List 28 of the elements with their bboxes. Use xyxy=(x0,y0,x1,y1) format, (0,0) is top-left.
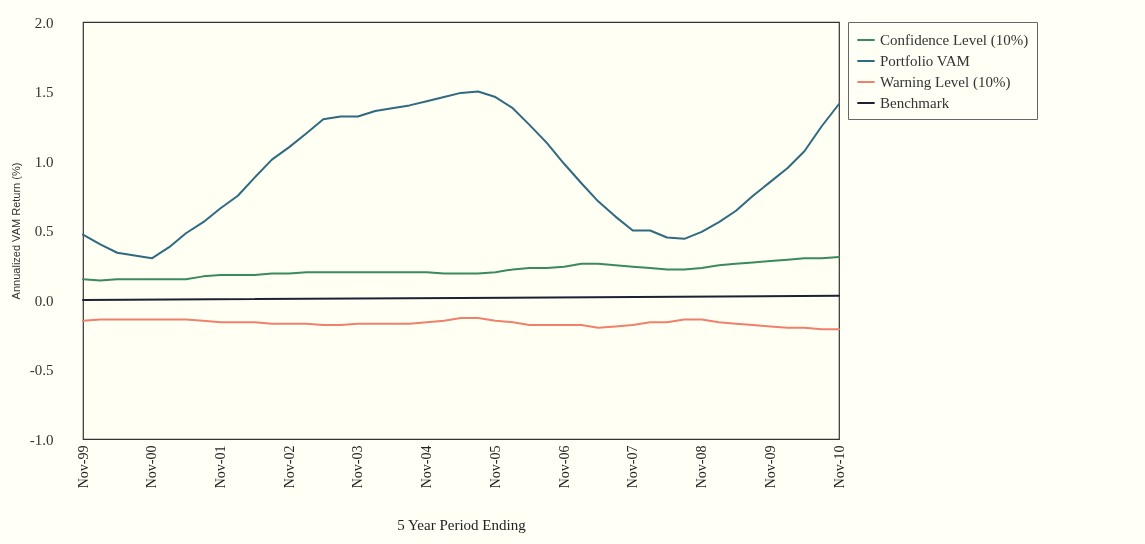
x-axis-title: 5 Year Period Ending xyxy=(397,517,527,534)
y-tick-label: 2.0 xyxy=(34,14,54,31)
x-tick-label: Nov-08 xyxy=(694,445,710,489)
x-tick-label: Nov-02 xyxy=(281,445,297,489)
y-tick-label: 1.0 xyxy=(34,153,54,170)
x-tick-label: Nov-01 xyxy=(213,445,229,489)
legend-label: Portfolio VAM xyxy=(880,53,970,69)
line-series xyxy=(82,317,840,331)
x-tick-label: Nov-10 xyxy=(831,445,847,489)
y-tick-label: 0.0 xyxy=(34,292,54,309)
x-tick-label: Nov-99 xyxy=(75,445,91,489)
y-axis-title: Annualized VAM Return (%) xyxy=(9,162,22,300)
x-tick-label: Nov-03 xyxy=(350,445,366,489)
x-tick-label: Nov-07 xyxy=(625,445,641,489)
x-tick-label: Nov-04 xyxy=(419,445,435,489)
y-tick-label: -1.0 xyxy=(29,431,54,448)
x-tick-label: Nov-05 xyxy=(487,445,503,489)
line-series xyxy=(82,255,840,282)
y-tick-label: 1.5 xyxy=(34,84,54,100)
legend-label: Confidence Level (10%) xyxy=(880,32,1029,49)
legend-label: Warning Level (10%) xyxy=(880,74,1011,91)
line-series xyxy=(82,90,840,260)
x-tick-label: Nov-00 xyxy=(144,445,160,489)
x-tick-label: Nov-09 xyxy=(762,445,778,489)
legend-label: Benchmark xyxy=(880,95,950,111)
y-tick-label: -0.5 xyxy=(29,362,54,378)
y-tick-label: 0.5 xyxy=(34,223,54,239)
x-tick-label: Nov-06 xyxy=(556,445,572,489)
